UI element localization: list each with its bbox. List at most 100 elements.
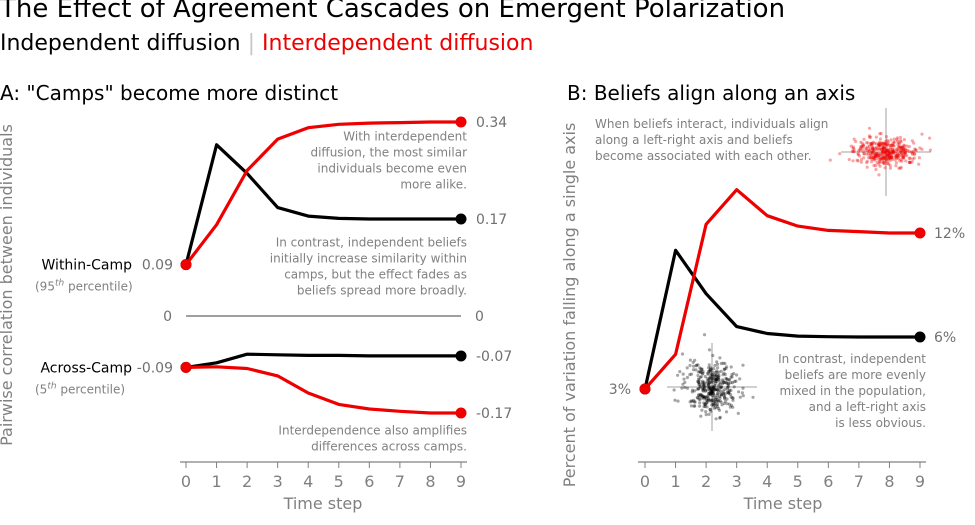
inset-point: [707, 386, 711, 390]
inset-point: [725, 377, 729, 382]
panel-b-x-axis: 0 1 2 3 4 5 6 7 8 9: [638, 461, 926, 491]
inset-point: [720, 378, 725, 382]
inset-point: [707, 378, 711, 382]
inset-point: [704, 413, 708, 417]
inset-point: [700, 393, 704, 397]
inset-point: [707, 363, 711, 367]
inset-point: [870, 141, 874, 145]
group-sublabel: (5th percentile): [35, 381, 125, 396]
inset-point: [718, 382, 722, 386]
inset-point: [898, 148, 903, 152]
inset-point: [708, 387, 712, 391]
legend-separator: |: [247, 31, 256, 56]
inset-point: [876, 147, 880, 151]
inset-point: [708, 386, 712, 390]
inset-point: [858, 148, 862, 152]
annotation-line: Interdependence also amplifies: [278, 424, 467, 438]
inset-point: [699, 393, 703, 397]
inset-point: [888, 149, 893, 154]
inset-point: [889, 155, 893, 160]
inset-point: [884, 151, 888, 155]
inset-point: [867, 126, 872, 130]
inset-point: [879, 132, 883, 136]
inset-point: [885, 147, 889, 151]
inset-point: [886, 153, 890, 157]
inset-point: [696, 387, 701, 391]
inset-point: [874, 167, 878, 172]
inset-point: [867, 156, 871, 160]
inset-point: [692, 404, 696, 408]
inset-point: [711, 375, 715, 379]
inset-point: [707, 370, 711, 374]
inset-point: [723, 399, 728, 403]
inset-point: [718, 416, 722, 420]
inset-point: [913, 152, 917, 156]
inset-point: [877, 144, 881, 148]
inset-point: [881, 146, 885, 150]
inset-point: [883, 150, 887, 154]
inset-point: [865, 161, 869, 165]
inset-point: [713, 379, 718, 383]
inset-point: [723, 395, 727, 399]
inset-point: [702, 385, 706, 389]
inset-point: [886, 151, 890, 155]
inset-point: [719, 369, 723, 373]
end-point-interdependent: [914, 227, 926, 239]
inset-point: [900, 149, 904, 153]
inset-point: [711, 379, 715, 383]
inset-point: [871, 147, 875, 151]
group-label: Within-Camp: [42, 258, 133, 274]
inset-point: [888, 151, 892, 155]
annotation-line: When beliefs interact, individuals align: [595, 117, 828, 131]
inset-point: [712, 386, 716, 391]
inset-point: [902, 156, 906, 160]
inset-point: [708, 391, 712, 395]
inset-point: [887, 150, 891, 154]
inset-point: [869, 141, 873, 145]
inset-point: [883, 162, 887, 166]
end-value-label: -0.17: [476, 406, 512, 422]
inset-point: [870, 156, 874, 160]
inset-point: [709, 380, 713, 384]
inset-point: [722, 393, 726, 397]
inset-point: [886, 154, 890, 158]
inset-point: [723, 361, 727, 366]
annotation-line: more alike.: [400, 178, 467, 192]
inset-point: [879, 155, 883, 159]
inset-point: [729, 365, 733, 369]
inset-point: [910, 160, 914, 164]
inset-point: [895, 156, 899, 160]
inset-point: [888, 152, 892, 156]
inset-point: [710, 393, 714, 397]
inset-point: [711, 353, 715, 358]
panel-b-x-tick-label: 7: [854, 472, 864, 491]
annotation-line: become associated with each other.: [595, 149, 812, 163]
inset-point: [706, 372, 710, 376]
inset-point: [891, 142, 895, 146]
inset-point: [702, 381, 706, 385]
inset-point: [856, 159, 860, 163]
inset-point: [866, 149, 870, 153]
inset-point: [716, 378, 721, 382]
inset-point: [702, 380, 706, 384]
inset-point: [896, 157, 901, 161]
panel-b-insets: [667, 108, 933, 431]
inset-point: [881, 142, 886, 146]
inset-point: [894, 161, 899, 165]
inset-point: [708, 398, 712, 402]
inset-point: [889, 143, 893, 147]
inset-point: [730, 396, 735, 400]
inset-point: [907, 160, 912, 164]
inset-point: [881, 156, 885, 160]
inset-point: [719, 389, 723, 394]
inset-point: [900, 154, 904, 158]
inset-point: [899, 146, 904, 150]
inset-point: [838, 152, 842, 156]
inset-point: [869, 135, 873, 139]
inset-point: [883, 141, 887, 145]
inset-point: [904, 153, 908, 157]
inset-point: [875, 152, 879, 156]
inset-point: [864, 146, 868, 150]
inset-point: [727, 402, 732, 406]
inset-point: [890, 157, 895, 161]
